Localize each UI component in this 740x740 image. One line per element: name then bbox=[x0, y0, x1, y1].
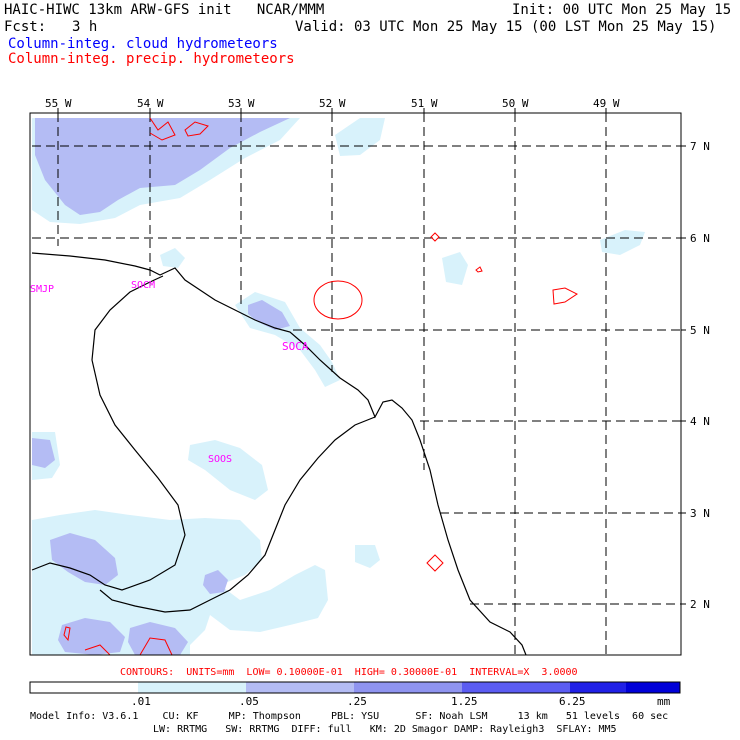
lat-label-3n: 3 N bbox=[690, 507, 710, 520]
lat-label-7n: 7 N bbox=[690, 140, 710, 153]
colorbar-label-1: .05 bbox=[239, 695, 259, 708]
station-label-socm: SOCM bbox=[131, 280, 156, 291]
colorbar-label-0: .01 bbox=[131, 695, 151, 708]
cloud-medium-areas bbox=[32, 118, 290, 655]
contour-info: CONTOURS: UNITS=mm LOW= 0.10000E-01 HIGH… bbox=[120, 667, 578, 678]
model-info-line-1: Model Info: V3.6.1 CU: KF MP: Thompson P… bbox=[30, 711, 669, 722]
colorbar-label-3: 1.25 bbox=[451, 695, 478, 708]
lon-label-54w: 54 W bbox=[137, 97, 164, 110]
colorbar-label-4: 6.25 bbox=[559, 695, 586, 708]
lat-label-4n: 4 N bbox=[690, 415, 710, 428]
valid-time: Valid: 03 UTC Mon 25 May 15 (00 LST Mon … bbox=[295, 19, 717, 35]
chart-title: HAIC-HIWC 13km ARW-GFS init NCAR/MMM bbox=[4, 2, 325, 18]
station-label-soca: SOCA bbox=[282, 340, 309, 353]
init-time: Init: 00 UTC Mon 25 May 15 bbox=[512, 2, 732, 18]
colorbar-bin-1 bbox=[138, 682, 246, 693]
station-label-soos: SOOS bbox=[208, 454, 233, 465]
lon-label-50w: 50 W bbox=[502, 97, 529, 110]
lon-label-52w: 52 W bbox=[319, 97, 346, 110]
station-label-smjp: SMJP bbox=[30, 284, 55, 295]
lat-ticks bbox=[681, 145, 686, 605]
colorbar-bin-0 bbox=[30, 682, 138, 693]
lon-label-51w: 51 W bbox=[411, 97, 438, 110]
colorbar-bin-5 bbox=[570, 682, 626, 693]
lon-label-49w: 49 W bbox=[593, 97, 620, 110]
lat-lon-grid bbox=[32, 113, 681, 655]
lon-label-55w: 55 W bbox=[45, 97, 72, 110]
colorbar-bin-6 bbox=[626, 682, 680, 693]
model-info-line-2: LW: RRTMG SW: RRTMG DIFF: full KM: 2D Sm… bbox=[153, 724, 617, 735]
lat-label-2n: 2 N bbox=[690, 598, 710, 611]
lat-label-5n: 5 N bbox=[690, 324, 710, 337]
field-cloud-label: Column-integ. cloud hydrometeors bbox=[8, 36, 278, 52]
colorbar-bin-3 bbox=[354, 682, 462, 693]
colorbar-units: mm bbox=[657, 695, 671, 708]
lat-label-6n: 6 N bbox=[690, 232, 710, 245]
colorbar-bin-4 bbox=[462, 682, 570, 693]
cloud-light-areas bbox=[32, 118, 645, 655]
colorbar bbox=[29, 681, 681, 694]
colorbar-label-2: .25 bbox=[347, 695, 367, 708]
precip-contours bbox=[63, 117, 578, 656]
forecast-value: 3 h bbox=[72, 19, 98, 35]
lon-ticks bbox=[57, 108, 607, 113]
lon-label-53w: 53 W bbox=[228, 97, 255, 110]
forecast-label: Fcst: bbox=[4, 19, 47, 35]
coastline bbox=[31, 252, 527, 656]
map-frame bbox=[29, 112, 682, 656]
colorbar-bin-2 bbox=[246, 682, 354, 693]
field-precip-label: Column-integ. precip. hydrometeors bbox=[8, 51, 295, 67]
